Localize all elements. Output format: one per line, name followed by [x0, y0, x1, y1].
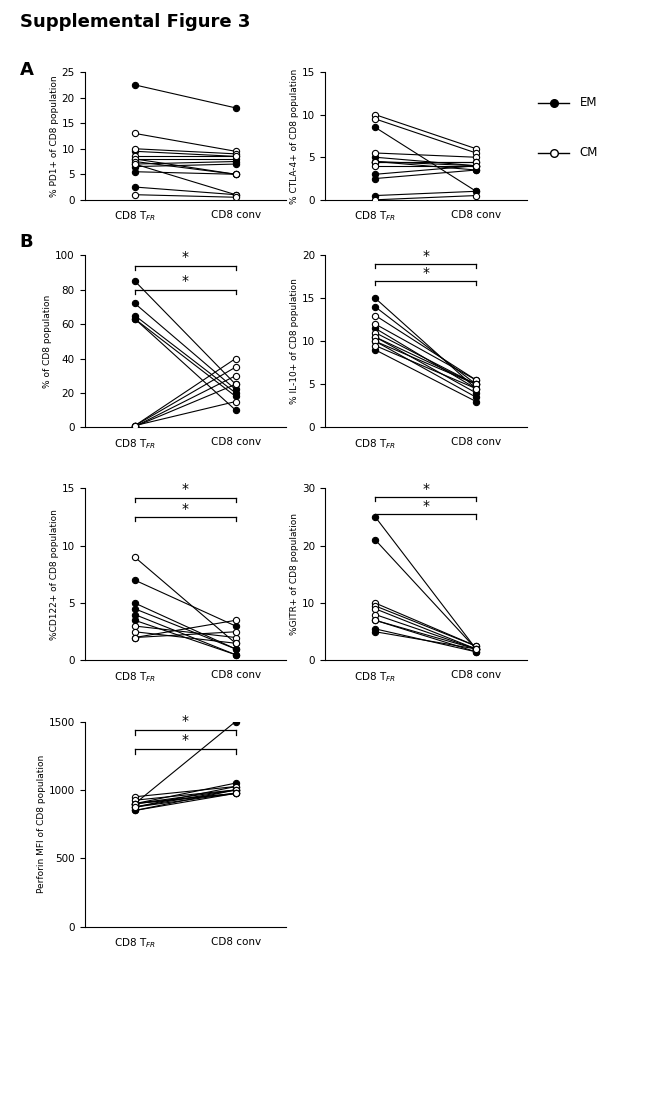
Y-axis label: % IL-10+ of CD8 population: % IL-10+ of CD8 population — [291, 279, 299, 404]
Text: *: * — [422, 482, 429, 496]
Text: EM: EM — [580, 97, 597, 109]
Y-axis label: % CTLA-4+ of CD8 population: % CTLA-4+ of CD8 population — [291, 69, 299, 203]
Text: *: * — [422, 265, 429, 280]
Text: *: * — [182, 502, 188, 516]
Text: CM: CM — [580, 147, 598, 159]
Text: *: * — [182, 251, 188, 264]
Text: *: * — [182, 274, 188, 289]
Text: A: A — [20, 61, 33, 79]
Text: *: * — [182, 734, 188, 747]
Text: *: * — [422, 249, 429, 263]
Text: Supplemental Figure 3: Supplemental Figure 3 — [20, 13, 250, 31]
Text: *: * — [182, 482, 188, 496]
Y-axis label: % of CD8 population: % of CD8 population — [44, 294, 53, 388]
Y-axis label: Perforin MFI of CD8 population: Perforin MFI of CD8 population — [37, 755, 46, 894]
Text: *: * — [422, 498, 429, 513]
Y-axis label: % PD1+ of CD8 population: % PD1+ of CD8 population — [50, 75, 58, 196]
Y-axis label: %GITR+ of CD8 population: %GITR+ of CD8 population — [291, 514, 300, 635]
Y-axis label: %CD122+ of CD8 population: %CD122+ of CD8 population — [50, 509, 58, 639]
Text: *: * — [182, 714, 188, 728]
Text: B: B — [20, 233, 33, 251]
